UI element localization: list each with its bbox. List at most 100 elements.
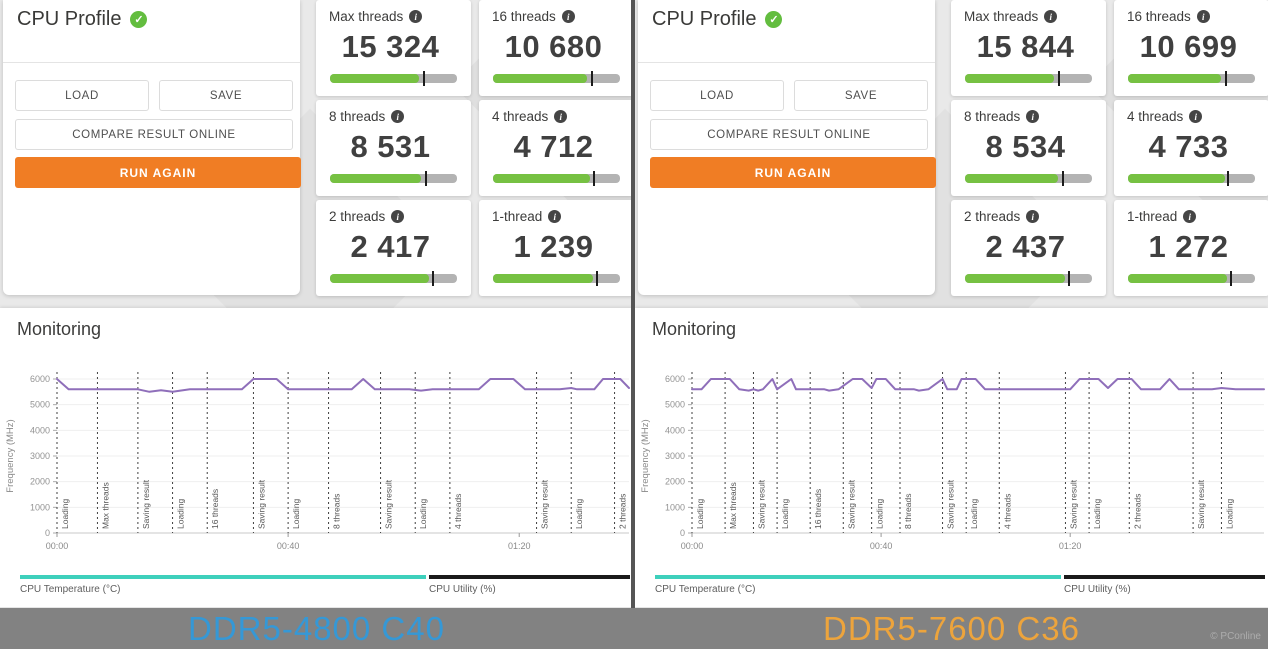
monitoring-panel: Monitoring 0 1000 2000 3000 4000 5000 6000 Freq… — [635, 308, 1268, 607]
svg-text:4 threads: 4 threads — [1002, 494, 1012, 529]
monitoring-title: Monitoring — [17, 319, 102, 339]
compare-result-online-button[interactable]: COMPARE RESULT ONLINE — [650, 119, 928, 150]
score-card-label: 4 threads — [1127, 109, 1184, 124]
svg-text:Loading: Loading — [291, 498, 301, 529]
score-bar — [1128, 271, 1255, 286]
score-card-8-threads: 8 threads i 8 531 — [316, 100, 471, 196]
svg-text:5000: 5000 — [30, 400, 50, 410]
divider — [3, 62, 300, 63]
frequency-chart: 0 1000 2000 3000 4000 5000 6000 Frequency (MHz)… — [5, 372, 630, 551]
score-value: 8 531 — [350, 129, 431, 164]
score-cards-grid: Max threads i 15 844 16 threads i 10 699… — [951, 0, 1268, 296]
page-title: CPU Profile — [652, 8, 757, 30]
score-value: 1 272 — [1148, 229, 1229, 264]
score-card-16-threads: 16 threads i 10 699 — [1114, 0, 1268, 96]
svg-text:4000: 4000 — [665, 425, 685, 435]
info-icon[interactable]: i — [1026, 210, 1040, 223]
svg-text:Frequency (MHz): Frequency (MHz) — [5, 419, 16, 492]
svg-text:00:40: 00:40 — [870, 541, 893, 551]
score-bar — [493, 71, 620, 86]
run-again-button[interactable]: RUN AGAIN — [650, 157, 936, 188]
info-icon[interactable]: i — [1044, 10, 1058, 23]
score-card-header: Max threads i — [329, 9, 423, 24]
info-icon[interactable]: i — [391, 210, 405, 223]
score-value: 10 699 — [1139, 29, 1238, 64]
cpu-profile-header: CPU Profile ✓ — [652, 8, 783, 31]
save-button[interactable]: SAVE — [794, 80, 928, 111]
compare-result-online-button[interactable]: COMPARE RESULT ONLINE — [15, 119, 293, 150]
svg-text:Loading: Loading — [780, 498, 790, 529]
info-icon[interactable]: i — [561, 10, 575, 23]
info-icon[interactable]: i — [1026, 110, 1040, 123]
load-button[interactable]: LOAD — [15, 80, 149, 111]
score-value: 4 712 — [513, 129, 594, 164]
cpu-profile-panel: CPU Profile ✓ LOAD SAVE COMPARE RESULT O… — [3, 0, 301, 295]
score-value: 2 417 — [350, 229, 431, 264]
score-bar — [330, 271, 457, 286]
info-icon[interactable]: i — [409, 10, 423, 23]
svg-text:4 threads: 4 threads — [453, 494, 463, 529]
info-icon[interactable]: i — [1183, 210, 1197, 223]
score-card-max-threads: Max threads i 15 844 — [951, 0, 1106, 96]
svg-text:00:00: 00:00 — [46, 541, 69, 551]
success-check-icon: ✓ — [765, 11, 783, 28]
score-card-header: 16 threads i — [1127, 9, 1210, 24]
score-card-header: 4 threads i — [1127, 109, 1203, 124]
svg-text:Saving result: Saving result — [141, 479, 151, 529]
info-icon[interactable]: i — [548, 210, 562, 223]
legend-tab-cpu-temperature[interactable]: CPU Temperature (°C) — [20, 575, 426, 595]
score-card-label: 4 threads — [492, 109, 549, 124]
legend-tab-cpu-temperature[interactable]: CPU Temperature (°C) — [655, 575, 1061, 595]
svg-text:Saving result: Saving result — [384, 479, 394, 529]
info-icon[interactable]: i — [1196, 10, 1210, 23]
svg-text:Max threads: Max threads — [728, 482, 738, 529]
svg-text:Loading: Loading — [969, 498, 979, 529]
score-bar — [965, 71, 1092, 86]
info-icon[interactable]: i — [1189, 110, 1203, 123]
score-card-header: 16 threads i — [492, 9, 575, 24]
pconline-watermark: © PConline — [1210, 631, 1261, 642]
svg-text:2 threads: 2 threads — [618, 494, 628, 529]
score-value: 15 324 — [341, 29, 440, 64]
svg-text:3000: 3000 — [30, 451, 50, 461]
save-button[interactable]: SAVE — [159, 80, 293, 111]
svg-text:8 threads: 8 threads — [332, 494, 342, 529]
svg-text:Saving result: Saving result — [1196, 479, 1206, 529]
svg-text:16 threads: 16 threads — [813, 489, 823, 529]
score-card-label: 16 threads — [492, 9, 556, 24]
info-icon[interactable]: i — [554, 110, 568, 123]
load-button[interactable]: LOAD — [650, 80, 784, 111]
score-card-header: 2 threads i — [329, 209, 405, 224]
svg-text:Saving result: Saving result — [540, 479, 550, 529]
svg-text:2 threads: 2 threads — [1132, 494, 1142, 529]
svg-text:00:00: 00:00 — [681, 541, 704, 551]
divider — [638, 62, 935, 63]
score-bar — [1128, 71, 1255, 86]
score-card-header: 4 threads i — [492, 109, 568, 124]
svg-text:Saving result: Saving result — [1068, 479, 1078, 529]
score-card-label: Max threads — [329, 9, 404, 24]
caption-bar: DDR5-4800 C40 DDR5-7600 C36 © PConline — [0, 608, 1268, 649]
info-icon[interactable]: i — [391, 110, 405, 123]
score-card-max-threads: Max threads i 15 324 — [316, 0, 471, 96]
chart-legend: CPU Temperature (°C) CPU Utility (%) — [20, 575, 630, 595]
score-card-label: 16 threads — [1127, 9, 1191, 24]
score-bar — [965, 171, 1092, 186]
legend-tab-cpu-utility[interactable]: CPU Utility (%) — [429, 575, 630, 595]
svg-text:2000: 2000 — [665, 477, 685, 487]
svg-text:4000: 4000 — [30, 425, 50, 435]
monitoring-title: Monitoring — [652, 319, 737, 339]
svg-text:3000: 3000 — [665, 451, 685, 461]
legend-tab-cpu-utility[interactable]: CPU Utility (%) — [1064, 575, 1265, 595]
score-bar — [965, 271, 1092, 286]
svg-text:Loading: Loading — [176, 498, 186, 529]
monitoring-panel: Monitoring 0 1000 2000 3000 4000 5000 6000 Freq… — [0, 308, 633, 607]
run-again-button[interactable]: RUN AGAIN — [15, 157, 301, 188]
score-card-1-thread: 1-thread i 1 272 — [1114, 200, 1268, 296]
svg-text:Loading: Loading — [418, 498, 428, 529]
score-bar — [330, 71, 457, 86]
svg-text:Saving result: Saving result — [756, 479, 766, 529]
score-card-label: 2 threads — [964, 209, 1021, 224]
chart-legend: CPU Temperature (°C) CPU Utility (%) — [655, 575, 1265, 595]
svg-text:0: 0 — [680, 528, 685, 538]
